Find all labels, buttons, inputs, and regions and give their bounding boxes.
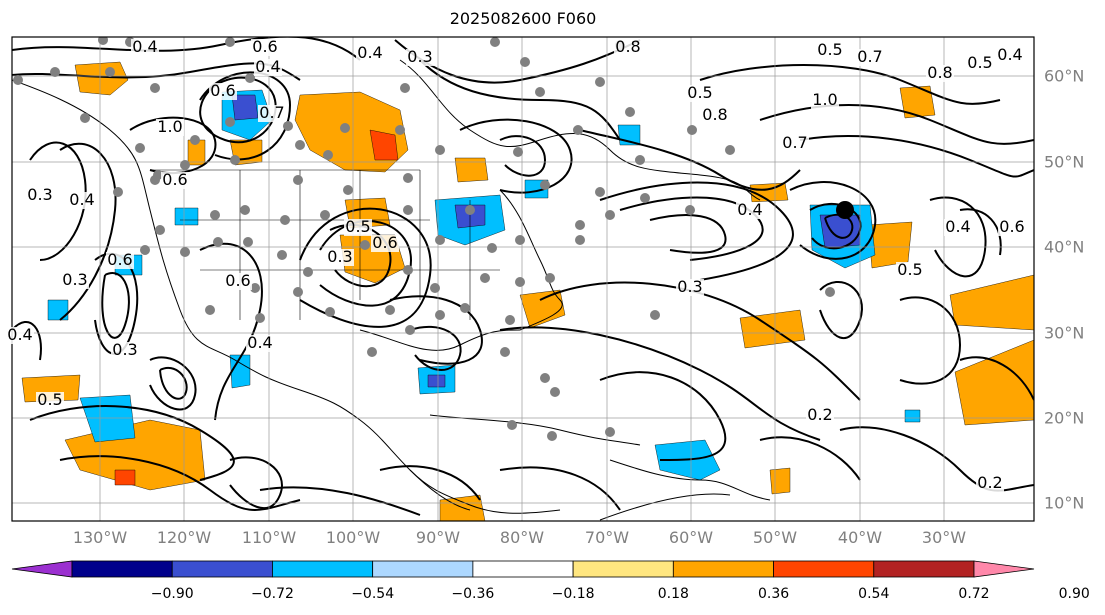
latitude-label: 30°N (1044, 323, 1085, 343)
contour-value-label: 0.8 (927, 63, 952, 82)
contour-lines (12, 37, 1034, 516)
longitude-label: 70°W (584, 528, 630, 547)
colorbar-tick-label: −0.36 (451, 586, 495, 602)
contour-value-label: 0.4 (255, 57, 280, 76)
colorbar-tick-label: 0.36 (757, 586, 790, 602)
colorbar-extend-high (973, 560, 1035, 578)
station-markers (13, 37, 835, 441)
state-borders (150, 169, 500, 320)
contour-value-label: 0.5 (967, 53, 992, 72)
latitude-label: 60°N (1044, 66, 1085, 86)
colorbar-tick-label: −0.72 (250, 586, 294, 602)
map-frame (11, 36, 1035, 522)
contour-value-label: 0.4 (945, 217, 970, 236)
colorbar-tick-label: 0.54 (858, 586, 890, 602)
contour-value-label: 0.4 (132, 37, 157, 56)
contour-value-label: 0.3 (327, 247, 352, 266)
contour-value-label: 0.4 (737, 200, 762, 219)
contour-value-label: 0.5 (687, 83, 712, 102)
contour-value-label: 0.6 (162, 170, 187, 189)
latitude-label: 50°N (1044, 152, 1085, 172)
colorbar-segment (71, 560, 173, 578)
contour-value-label: 0.3 (62, 270, 87, 289)
colorbar (11, 560, 1035, 578)
contour-value-label: 0.3 (27, 185, 52, 204)
contour-value-label: 0.8 (615, 37, 640, 56)
positive-strong-fills (114, 129, 399, 486)
contour-value-label: 0.3 (407, 47, 432, 66)
colorbar-segment (171, 560, 273, 578)
colorbar-segment (272, 560, 374, 578)
contour-value-label: 0.2 (977, 473, 1002, 492)
contour-value-label: 0.7 (259, 103, 284, 122)
contour-value-label: 0.3 (677, 277, 702, 296)
colorbar-tick-label: −0.90 (150, 586, 194, 602)
longitude-label: 120°W (156, 528, 212, 547)
colorbar-segment (372, 560, 474, 578)
colorbar-segment (672, 560, 774, 578)
latitude-label: 40°N (1044, 237, 1085, 257)
colorbar-tick-label: −0.54 (351, 586, 395, 602)
contour-value-label: 0.5 (897, 260, 922, 279)
longitude-label: 30°W (921, 528, 967, 547)
negative-strong-fills (231, 94, 861, 388)
contour-value-label: 0.4 (357, 43, 382, 62)
longitude-label: 60°W (668, 528, 714, 547)
colorbar-segment (572, 560, 674, 578)
longitude-label: 100°W (325, 528, 381, 547)
storm-center-marker (836, 201, 854, 219)
contour-value-label: 0.5 (37, 390, 62, 409)
contour-value-label: 0.6 (225, 271, 250, 290)
contour-value-label: 0.4 (997, 45, 1022, 64)
contour-value-label: 0.4 (247, 333, 272, 352)
contour-value-label: 0.6 (999, 217, 1024, 236)
contour-value-label: 0.6 (252, 37, 277, 56)
longitude-label: 80°W (499, 528, 545, 547)
latitude-label: 20°N (1044, 408, 1085, 428)
longitude-label: 50°W (752, 528, 798, 547)
contour-value-label: 0.3 (112, 340, 137, 359)
contour-value-label: 0.7 (782, 133, 807, 152)
contour-value-label: 0.4 (7, 325, 32, 344)
contour-value-label: 0.2 (807, 405, 832, 424)
colorbar-segment (472, 560, 574, 578)
longitude-label: 40°W (837, 528, 883, 547)
contour-value-label: 0.6 (372, 233, 397, 252)
colorbar-segment (773, 560, 875, 578)
contour-value-label: 0.8 (702, 105, 727, 124)
contour-value-label: 0.7 (857, 47, 882, 66)
contour-value-label: 1.0 (812, 90, 837, 109)
contour-value-label: 0.6 (210, 81, 235, 100)
colorbar-extend-low (11, 560, 73, 578)
contour-labels: 0.4 0.60.40.4 0.30.8 0.5 0.40.50.80.71.00.71… (6, 37, 1026, 492)
contour-value-label: 0.5 (817, 40, 842, 59)
colorbar-segment (873, 560, 975, 578)
map-title: 2025082600 F060 (449, 9, 597, 28)
colorbar-tick-label: 0.90 (1058, 586, 1090, 602)
longitude-label: 110°W (241, 528, 297, 547)
contour-value-label: 0.6 (107, 250, 132, 269)
colorbar-tick-label: −0.18 (551, 586, 595, 602)
longitude-label: 130°W (72, 528, 128, 547)
colorbar-tick-label: 0.18 (657, 586, 689, 602)
contour-value-label: 1.0 (157, 117, 182, 136)
latitude-label: 10°N (1044, 493, 1085, 513)
contour-value-label: 0.5 (345, 217, 370, 236)
longitude-label: 90°W (415, 528, 461, 547)
colorbar-tick-label: 0.72 (958, 586, 990, 602)
contour-value-label: 0.4 (69, 190, 94, 209)
